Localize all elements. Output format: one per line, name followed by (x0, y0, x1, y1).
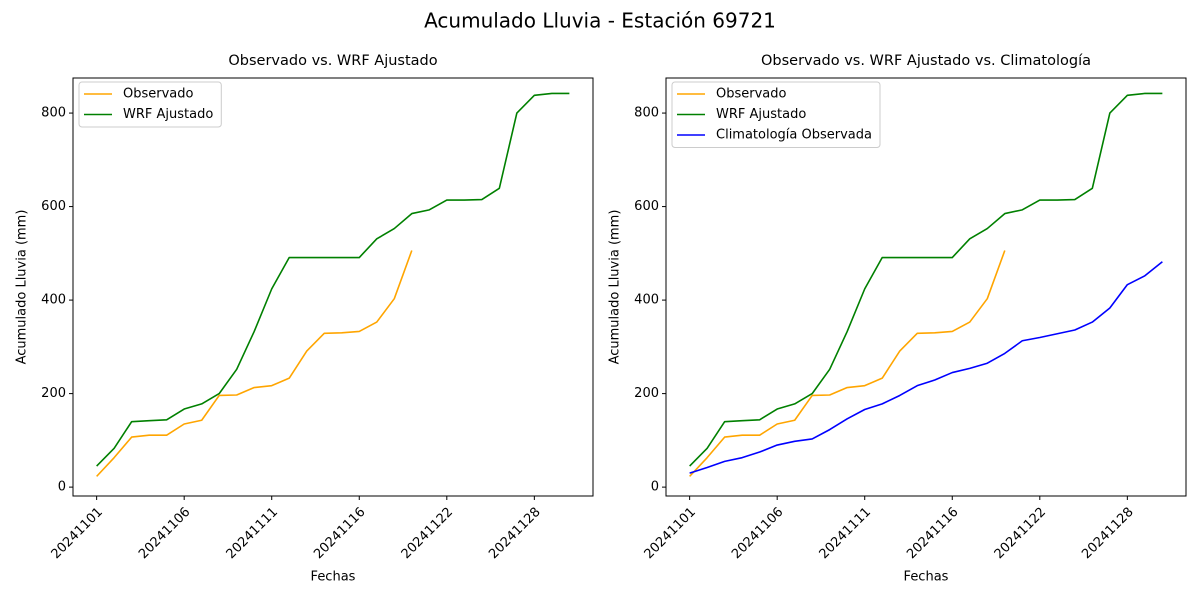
y-tick-label: 600 (41, 199, 66, 214)
series-line (689, 261, 1163, 474)
x-tick-label: 20241116 (904, 505, 961, 562)
y-tick-label: 0 (651, 480, 659, 495)
legend-label: Observado (716, 87, 787, 102)
series-line (689, 92, 1163, 467)
plot-area (665, 77, 1187, 497)
y-tick-label: 400 (634, 293, 659, 308)
series-line (689, 250, 1006, 477)
x-axis-label: Fechas (311, 570, 356, 585)
series-line (96, 250, 413, 477)
legend-label: Observado (123, 87, 194, 102)
x-tick-label: 20241122 (399, 505, 456, 562)
x-tick-label: 20241101 (49, 505, 106, 562)
y-tick-label: 200 (41, 386, 66, 401)
y-tick-label: 800 (634, 106, 659, 121)
x-tick-label: 20241122 (992, 505, 1049, 562)
x-tick-label: 20241111 (224, 505, 281, 562)
y-tick-label: 600 (634, 199, 659, 214)
y-axis-label: Acumulado Lluvia (mm) (15, 210, 30, 365)
series-line (96, 92, 570, 467)
legend-label: WRF Ajustado (716, 107, 806, 122)
legend: Observado WRF Ajustado (78, 81, 222, 128)
x-tick-label: 20241128 (1079, 505, 1136, 562)
legend-box (671, 81, 881, 148)
figure-title: Acumulado Lluvia - Estación 69721 (424, 9, 776, 33)
y-tick-label: 200 (634, 386, 659, 401)
x-tick-label: 20241128 (486, 505, 543, 562)
y-tick-label: 800 (41, 106, 66, 121)
plot-area (72, 77, 594, 497)
subplot-title: Observado vs. WRF Ajustado (228, 53, 437, 69)
y-tick-label: 0 (58, 480, 66, 495)
subplot-title: Observado vs. WRF Ajustado vs. Climatolo… (761, 53, 1091, 69)
legend-box (78, 81, 222, 128)
legend-label: WRF Ajustado (123, 107, 213, 122)
x-tick-label: 20241116 (311, 505, 368, 562)
x-tick-label: 20241106 (729, 505, 786, 562)
legend: Observado WRF Ajustado Climatología Observ… (671, 81, 881, 148)
x-tick-label: 20241101 (642, 505, 699, 562)
x-tick-label: 20241106 (136, 505, 193, 562)
x-tick-label: 20241111 (817, 505, 874, 562)
y-axis-label: Acumulado Lluvia (mm) (608, 210, 623, 365)
y-tick-label: 400 (41, 293, 66, 308)
x-axis-label: Fechas (904, 570, 949, 585)
legend-label: Climatología Observada (716, 128, 872, 143)
